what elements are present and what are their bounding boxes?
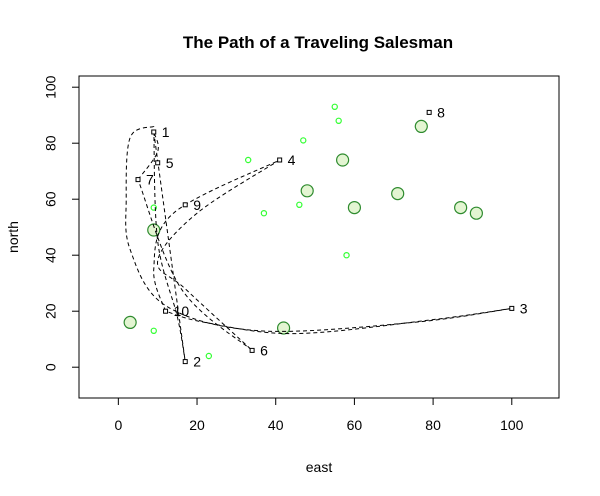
small-point [343, 251, 350, 259]
large-point [276, 321, 291, 335]
small-point [300, 137, 307, 144]
y-tick-label: 0 [43, 363, 59, 371]
path-segment [157, 159, 280, 351]
large-point [454, 201, 468, 215]
city-marker [509, 305, 515, 311]
small-point [335, 117, 342, 125]
path-segment [137, 179, 253, 351]
city-label: 3 [520, 300, 528, 316]
large-point [414, 119, 428, 134]
city-marker [155, 160, 161, 166]
city-label: 5 [166, 155, 174, 171]
path-segment [153, 131, 186, 362]
small-point [244, 156, 252, 164]
path-segment [165, 307, 512, 335]
city-points: 1 2 3 4 5 6 7 8 9 10 [135, 104, 528, 370]
large-point [347, 201, 362, 215]
large-point [123, 315, 137, 329]
path-segment [153, 126, 186, 362]
salesman-path [125, 125, 512, 362]
small-point [331, 103, 338, 111]
path-segment [125, 125, 512, 332]
y-tick-label: 100 [43, 75, 59, 99]
x-tick-label: 100 [500, 417, 524, 433]
plot-frame [78, 75, 560, 399]
x-tick-label: 20 [189, 417, 205, 433]
x-axis-label: east [306, 459, 333, 475]
y-tick-label: 40 [43, 247, 59, 263]
city-marker [163, 308, 169, 314]
city-label: 2 [193, 354, 201, 370]
small-point [296, 201, 303, 208]
x-tick-label: 40 [268, 417, 284, 433]
x-tick-label: 80 [425, 417, 441, 433]
path-segment [137, 131, 159, 180]
city-marker [135, 177, 141, 183]
chart-title: The Path of a Traveling Salesman [183, 33, 453, 52]
city-label: 6 [260, 342, 268, 358]
large-point [391, 187, 405, 201]
city-marker [182, 202, 188, 208]
small-point [150, 204, 157, 211]
city-label: 9 [193, 197, 201, 213]
y-tick-label: 20 [43, 303, 59, 319]
city-marker [426, 109, 432, 115]
small-point [205, 352, 213, 360]
city-marker [277, 157, 283, 163]
y-axis-label: north [5, 221, 21, 253]
city-label: 10 [174, 303, 190, 319]
x-tick-label: 60 [347, 417, 363, 433]
large-point [336, 153, 350, 167]
city-marker [151, 129, 157, 135]
city-label: 4 [288, 152, 296, 168]
city-marker [182, 359, 188, 365]
city-label: 8 [437, 104, 445, 120]
city-marker [249, 347, 255, 353]
y-tick-label: 80 [43, 135, 59, 151]
x-axis: 0 20 40 60 80 100 [114, 397, 524, 433]
x-tick-label: 0 [114, 417, 122, 433]
large-point [469, 206, 483, 220]
small-point [150, 327, 157, 334]
large-point [300, 184, 314, 198]
city-label: 1 [162, 124, 170, 140]
y-axis: 0 20 40 60 80 100 [43, 75, 80, 371]
y-tick-label: 60 [43, 191, 59, 207]
small-point [260, 209, 268, 217]
large-point [147, 223, 161, 237]
path-segment [153, 159, 280, 312]
large-points [123, 119, 483, 335]
small-points [150, 103, 350, 360]
city-label: 7 [146, 172, 154, 188]
